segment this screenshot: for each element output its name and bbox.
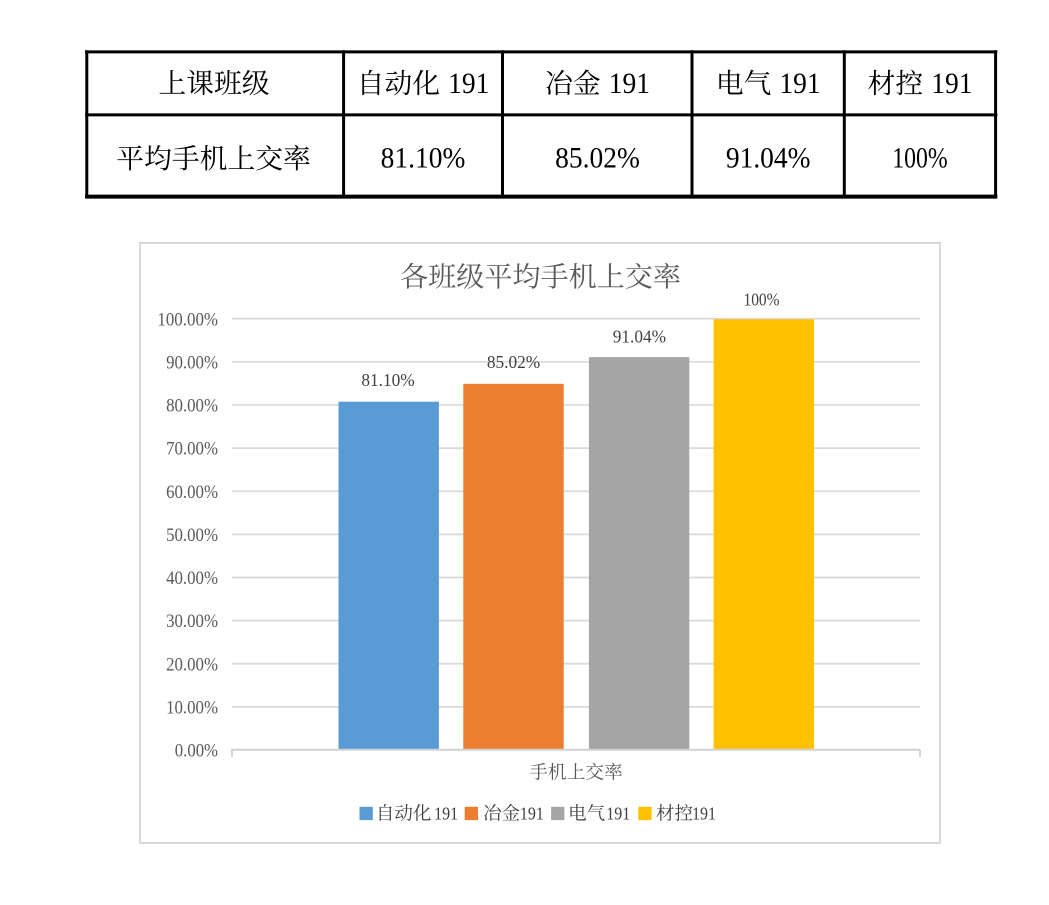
- svg-text:191: 191: [779, 67, 820, 100]
- svg-text:91.04%: 91.04%: [726, 142, 811, 175]
- svg-text:191: 191: [434, 804, 458, 824]
- svg-text:60.00%: 60.00%: [166, 483, 218, 503]
- svg-text:191: 191: [520, 804, 544, 824]
- svg-text:191: 191: [448, 67, 489, 100]
- svg-text:80.00%: 80.00%: [166, 397, 218, 417]
- svg-text:191: 191: [931, 67, 972, 100]
- svg-text:90.00%: 90.00%: [166, 353, 218, 373]
- svg-text:85.02%: 85.02%: [555, 142, 640, 175]
- svg-text:81.10%: 81.10%: [361, 370, 414, 390]
- svg-text:191: 191: [606, 804, 630, 824]
- svg-text:0.00%: 0.00%: [175, 742, 218, 762]
- svg-text:70.00%: 70.00%: [166, 440, 218, 460]
- svg-text:100%: 100%: [744, 290, 780, 310]
- svg-text:40.00%: 40.00%: [166, 569, 218, 589]
- svg-text:191: 191: [609, 67, 650, 100]
- svg-text:30.00%: 30.00%: [166, 612, 218, 632]
- svg-text:91.04%: 91.04%: [613, 327, 666, 347]
- svg-text:100.00%: 100.00%: [157, 310, 218, 330]
- svg-text:81.10%: 81.10%: [381, 142, 466, 175]
- svg-text:85.02%: 85.02%: [487, 352, 540, 372]
- svg-text:100%: 100%: [892, 142, 947, 175]
- svg-text:20.00%: 20.00%: [166, 655, 218, 675]
- svg-text:191: 191: [692, 804, 716, 824]
- svg-text:50.00%: 50.00%: [166, 526, 218, 546]
- svg-text:10.00%: 10.00%: [166, 698, 218, 718]
